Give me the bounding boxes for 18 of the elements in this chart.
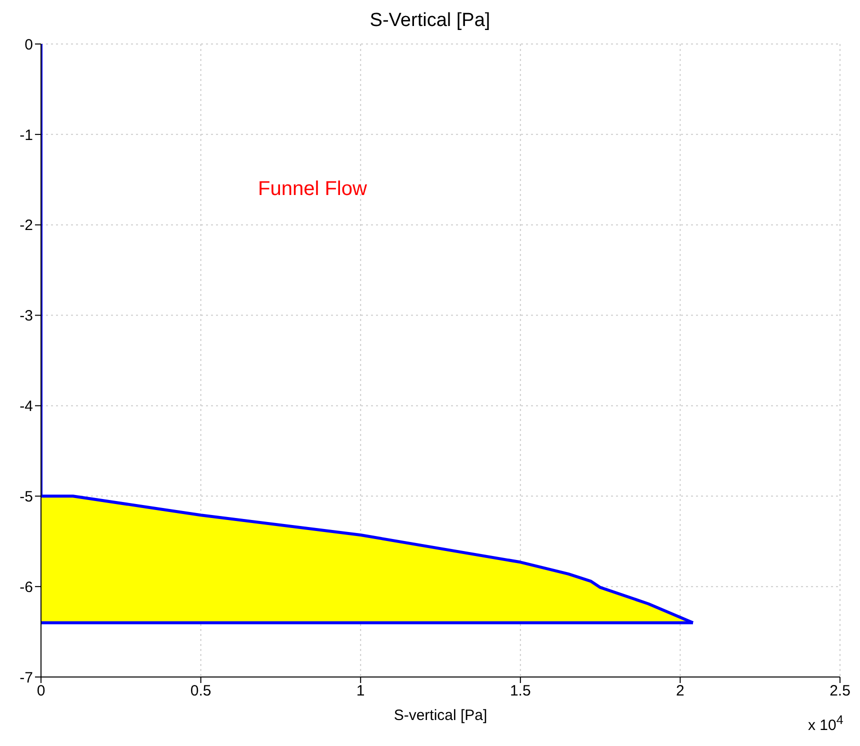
chart-title: S-Vertical [Pa] bbox=[368, 10, 492, 32]
y-tick-label: -6 bbox=[20, 578, 33, 596]
x-tick-label: 0 bbox=[36, 682, 46, 700]
x-tick-label: 1 bbox=[356, 682, 365, 700]
y-tick-label: -3 bbox=[20, 308, 33, 325]
x-tick-label: 1.5 bbox=[510, 682, 531, 700]
x-tick-label: 0.5 bbox=[190, 682, 212, 700]
x-tick-label: 2.5 bbox=[830, 682, 850, 700]
y-tick-label: -7 bbox=[20, 669, 33, 686]
y-tick-label: -2 bbox=[20, 217, 33, 234]
annotation: Funnel Flow bbox=[258, 178, 367, 201]
y-tick-label: -4 bbox=[20, 398, 33, 416]
x-axis-title: S-vertical [Pa] bbox=[394, 707, 488, 724]
y-tick-label: -1 bbox=[20, 126, 33, 144]
x-tick-label: 2 bbox=[676, 682, 684, 700]
text: x 10$^{4}$ bbox=[808, 713, 844, 734]
y-tick-label: 0 bbox=[24, 36, 33, 54]
y-tick-label: -5 bbox=[20, 488, 33, 506]
